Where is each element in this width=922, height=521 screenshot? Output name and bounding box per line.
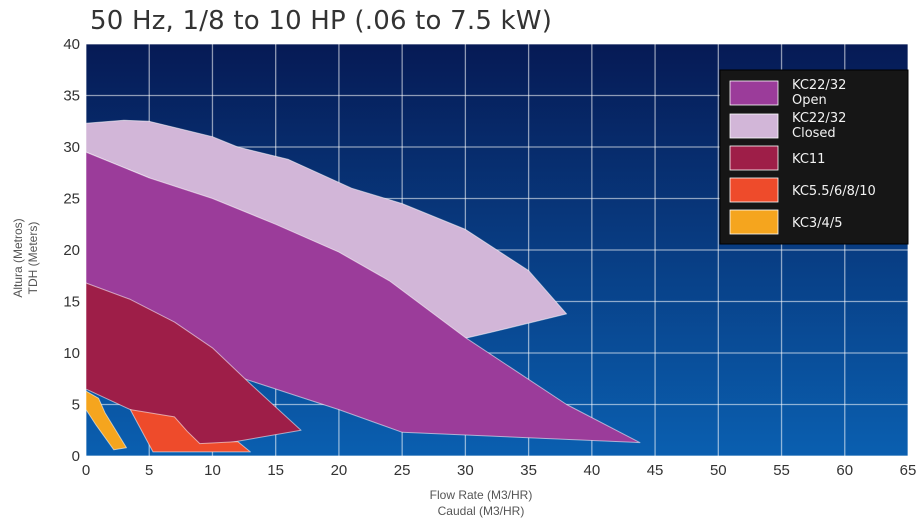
legend-swatch (729, 145, 779, 171)
x-axis-ticks: 0 5 10 15 20 25 30 35 40 45 50 55 60 65 (82, 462, 917, 479)
y-tick-label: 35 (63, 88, 80, 105)
x-axis-label: Flow Rate (M3/HR) Caudal (M3/HR) (430, 488, 533, 518)
x-tick-label: 65 (900, 462, 917, 479)
legend-swatch (729, 177, 779, 203)
area-kc5-5-6-8-10 (129, 409, 251, 453)
legend-label: KC3/4/5 (792, 216, 842, 231)
legend-label: KC11 (792, 152, 825, 167)
legend-swatch (729, 80, 779, 106)
y-tick-label: 30 (63, 139, 80, 156)
y-tick-label: 10 (63, 345, 80, 362)
x-tick-label: 5 (145, 462, 153, 479)
y-axis-ticks: 0 5 10 15 20 25 30 35 40 (63, 36, 80, 465)
x-tick-label: 60 (836, 462, 853, 479)
x-tick-label: 45 (647, 462, 664, 479)
x-tick-label: 0 (82, 462, 90, 479)
y-tick-label: 20 (63, 242, 80, 259)
y-tick-label: 25 (63, 191, 80, 208)
y-tick-label: 40 (63, 36, 80, 53)
legend-label: KC5.5/6/8/10 (792, 184, 876, 199)
x-tick-label: 25 (394, 462, 411, 479)
y-tick-label: 0 (72, 448, 80, 465)
x-tick-label: 15 (267, 462, 284, 479)
y-axis-label-line: Altura (Metros) (11, 218, 25, 297)
x-tick-label: 10 (204, 462, 221, 479)
y-tick-label: 15 (63, 294, 80, 311)
y-tick-label: 5 (72, 397, 80, 414)
legend-label: KC22/32 (792, 111, 846, 126)
x-tick-label: 55 (773, 462, 790, 479)
area-kc11 (85, 282, 302, 449)
x-tick-label: 30 (457, 462, 474, 479)
legend-swatch (729, 209, 779, 235)
y-axis-label: Altura (Metros) TDH (Meters) (11, 218, 40, 297)
area-kc3-4-5 (85, 390, 127, 451)
x-tick-label: 35 (520, 462, 537, 479)
legend-label: Open (792, 93, 827, 108)
y-axis-label-line: TDH (Meters) (26, 222, 40, 295)
chart-title: 50 Hz, 1/8 to 10 HP (.06 to 7.5 kW) (90, 6, 553, 36)
x-tick-label: 50 (710, 462, 727, 479)
x-axis-label-line: Flow Rate (M3/HR) (430, 488, 533, 502)
legend-label: Closed (792, 126, 836, 141)
legend-swatch (729, 113, 779, 139)
performance-areas (85, 119, 641, 453)
x-tick-label: 40 (584, 462, 601, 479)
legend: KC22/32OpenKC22/32ClosedKC11KC5.5/6/8/10… (719, 69, 909, 245)
x-axis-label-line: Caudal (M3/HR) (438, 504, 525, 518)
x-tick-label: 20 (331, 462, 348, 479)
legend-label: KC22/32 (792, 78, 846, 93)
